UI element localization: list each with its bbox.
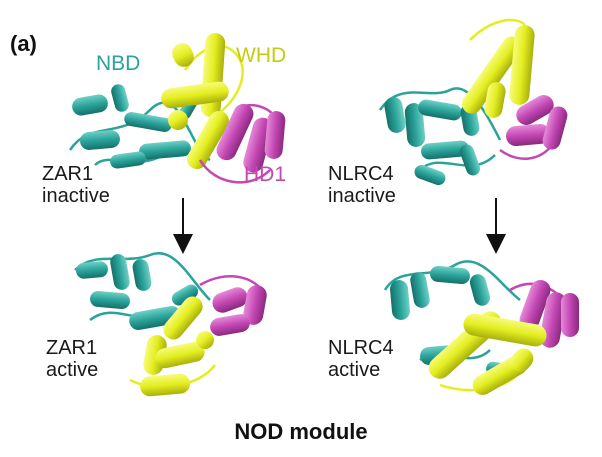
zar1-active-nbd [74,252,211,330]
zar1-inactive-structure [68,33,286,184]
nlrc4-inactive-structure [378,18,568,186]
zar1-inactive-hd1 [198,103,286,184]
zar1-active-structure [74,252,267,397]
zar1-active-hd1 [199,275,267,336]
nlrc4-inactive-whd [461,18,535,118]
nlrc4-inactive-hd1 [499,95,568,160]
zar1-active-label: ZAR1 active [46,337,99,382]
nbd-label: NBD [96,52,141,75]
nlrc4-active-label: NLRC4 active [328,337,394,382]
nlrc4-inactive-nbd [378,87,502,186]
whd-label: WHD [236,44,287,67]
nlrc4-active-hd1 [509,279,579,348]
nlrc4-active-structure [383,260,579,395]
nlrc4-inactive-label: NLRC4 inactive [328,163,396,208]
nlrc4-active-whd [428,311,547,395]
zar1-inactive-whd [161,33,244,170]
zar1-inactive-label: ZAR1 inactive [42,163,110,208]
hd1-label: HD1 [244,163,287,186]
figure-caption: NOD module [234,419,368,444]
zar1-active-whd [129,296,216,397]
panel-label: (a) [10,31,37,56]
